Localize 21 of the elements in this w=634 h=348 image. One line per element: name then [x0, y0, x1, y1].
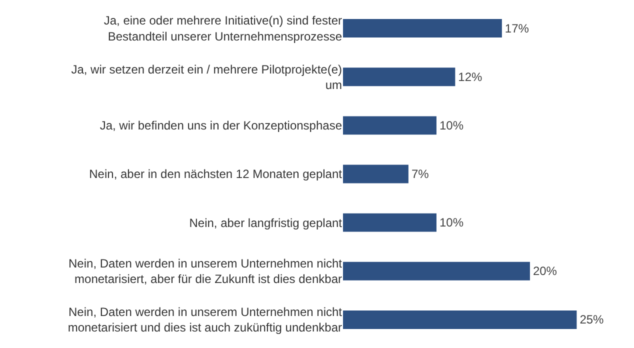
bar	[343, 19, 502, 38]
data-label: 20%	[532, 264, 558, 278]
data-label: 7%	[411, 167, 430, 181]
y-tick-label: Nein, Daten werden in unserem Unternehmen nicht monetarisiert und dies ist auch zukünftig undenkbar	[68, 305, 343, 335]
y-tick-label: Ja, eine oder mehrere Initiative(n) sind fester Bestandteil unserer Unternehmensprozesse	[104, 14, 342, 44]
y-tick-label: Ja, wir setzen derzeit ein / mehrere Pilotprojekte(e) um	[71, 62, 342, 92]
data-label: 12%	[458, 70, 483, 84]
y-tick-label: Nein, aber langfristig geplant	[189, 216, 343, 230]
bar	[343, 262, 530, 280]
data-label: 17%	[504, 21, 530, 36]
bar	[343, 116, 436, 135]
y-tick-label: Nein, aber in den nächsten 12 Monaten geplant	[89, 167, 343, 182]
bar	[343, 164, 408, 184]
y-tick-label: Ja, wir befinden uns in der Konzeptionsphase	[100, 118, 342, 133]
bar	[343, 213, 436, 232]
bar	[343, 68, 456, 86]
data-label: 10%	[439, 118, 464, 132]
y-tick-label: Nein, Daten werden in unserem Unternehmen nicht monetarisiert, aber für die Zukunft ist dies denkbar	[68, 256, 343, 286]
data-label: 10%	[439, 216, 464, 230]
bar	[343, 310, 577, 329]
data-label: 25%	[580, 312, 604, 327]
